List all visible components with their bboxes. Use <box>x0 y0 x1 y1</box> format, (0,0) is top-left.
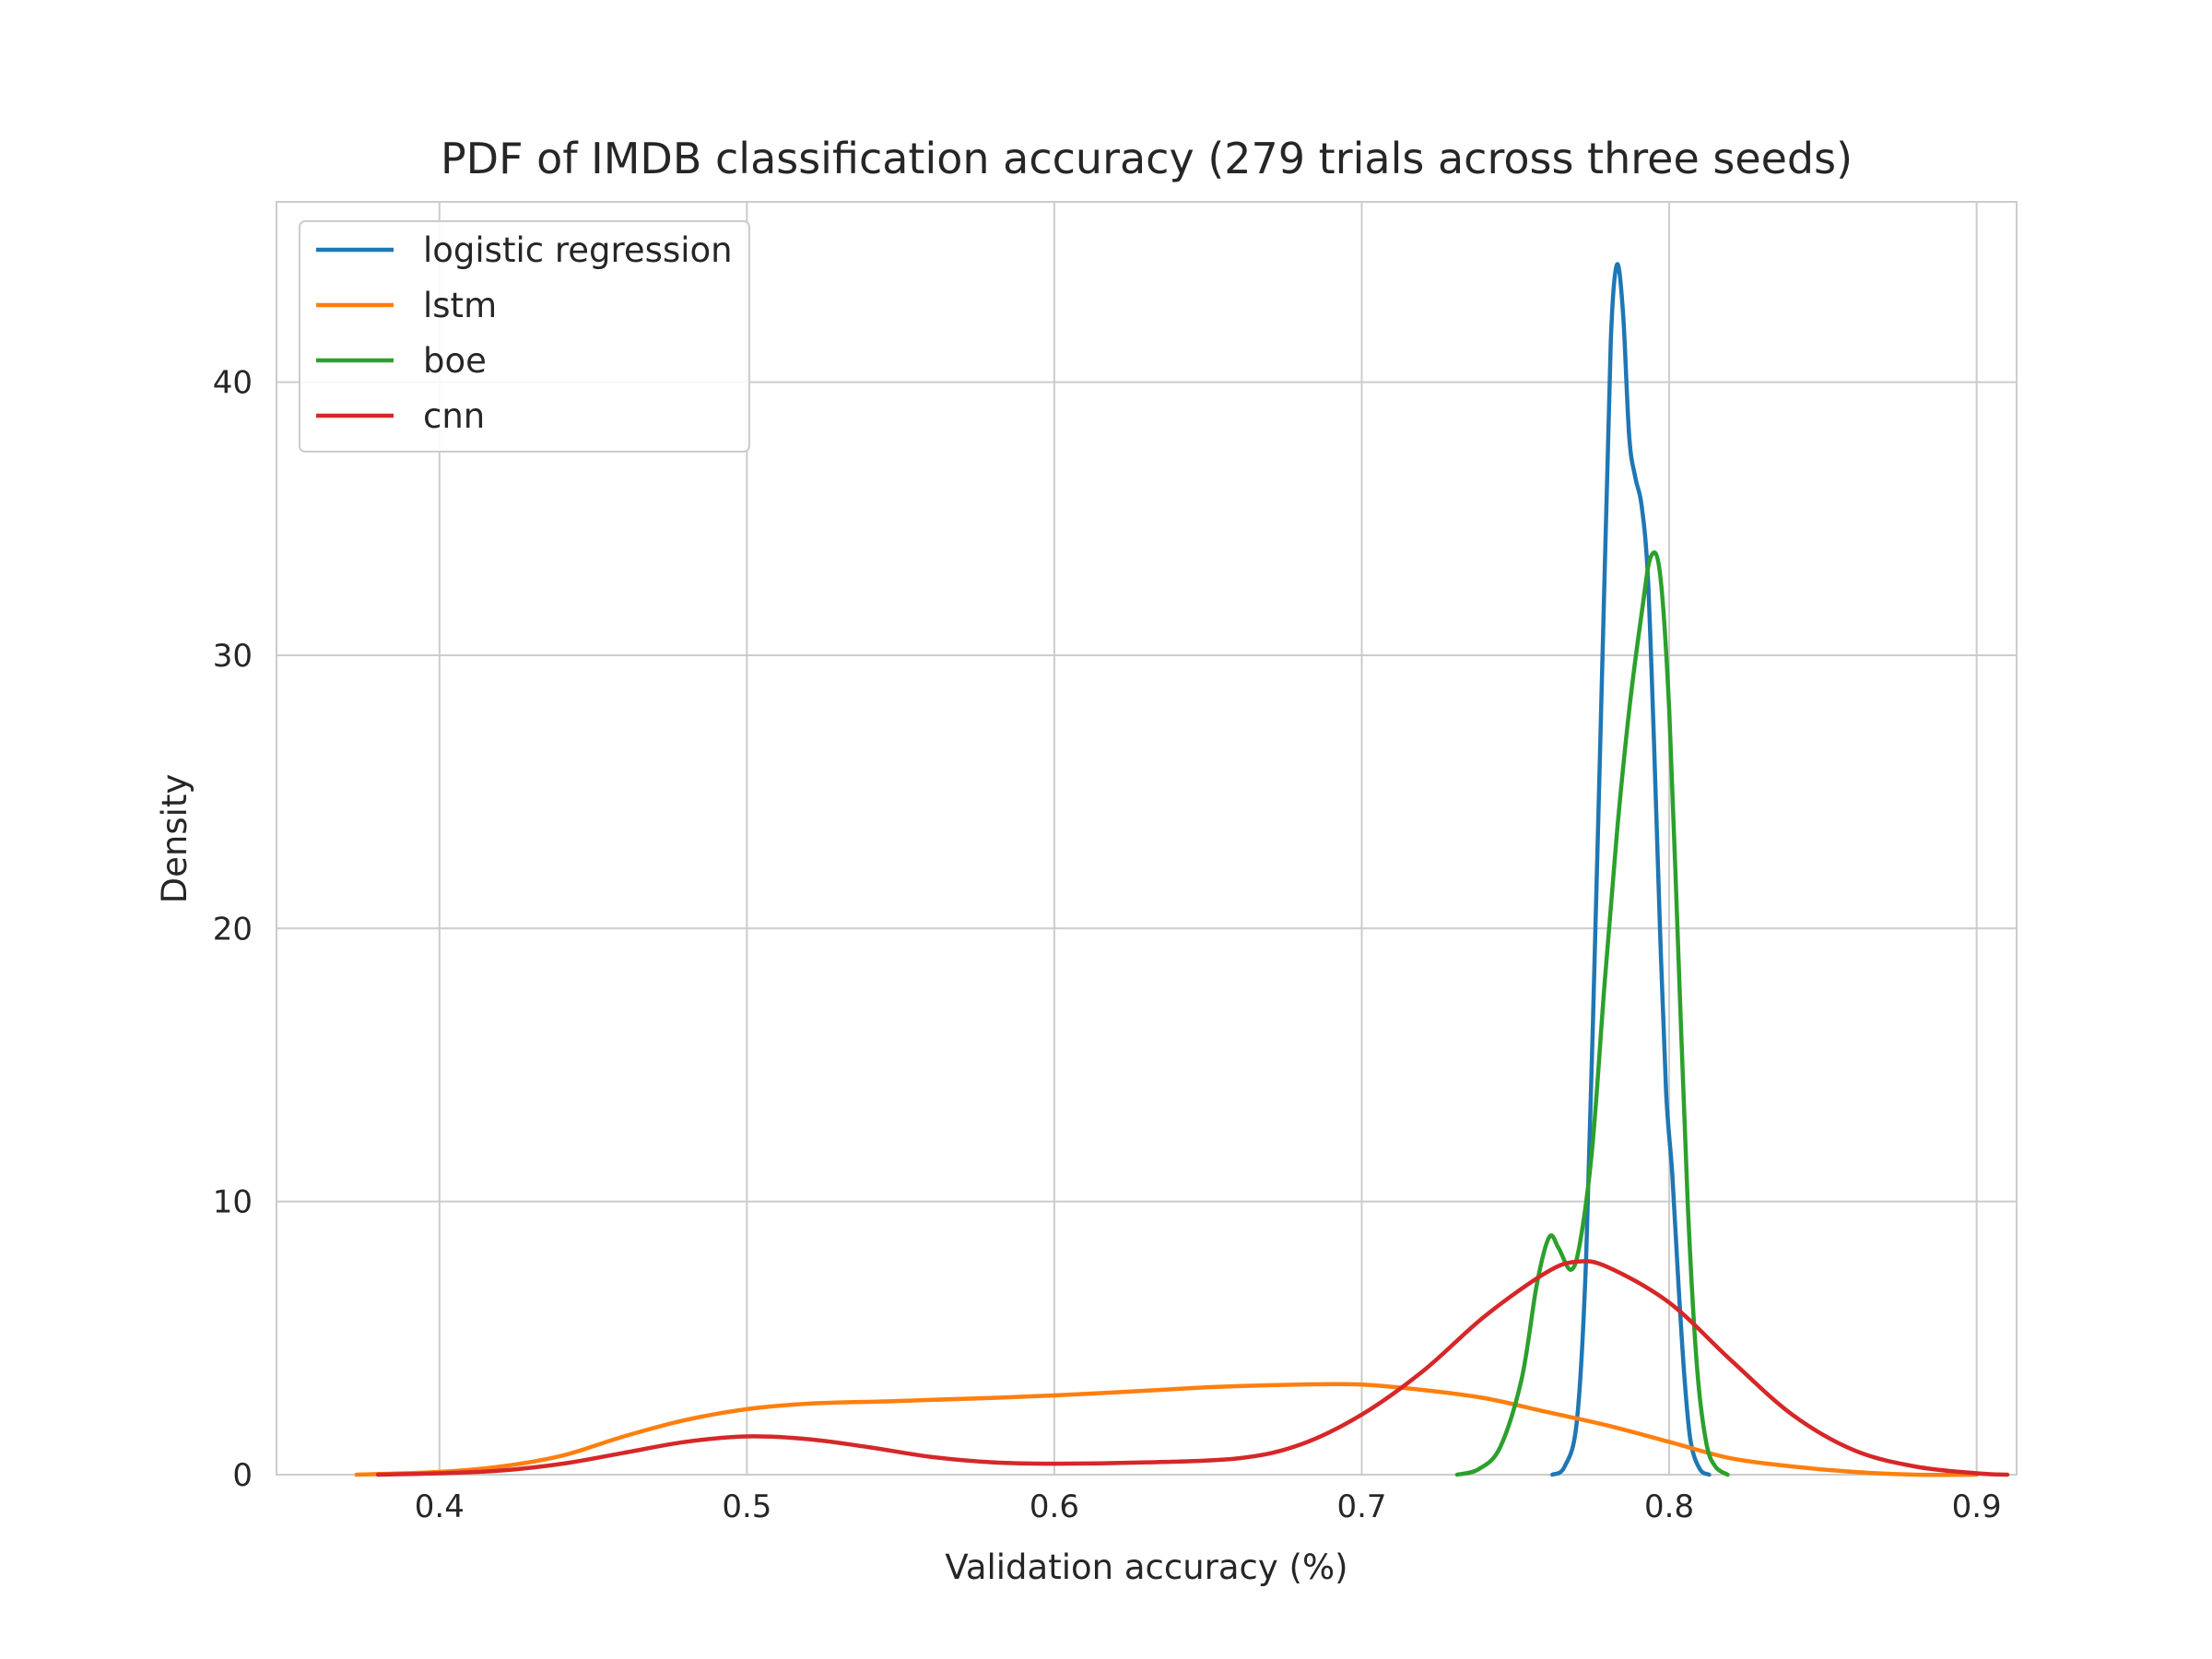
series-line-cnn <box>375 1259 2010 1477</box>
tick-layer: 0.4 0.5 0.6 0.7 0.8 0.9 0 10 20 30 40 <box>213 365 2002 1525</box>
x-tick-label: 0.5 <box>722 1488 771 1525</box>
legend-label-logistic-regression: logistic regression <box>423 230 733 270</box>
legend: logistic regression lstm boe cnn <box>299 220 750 453</box>
y-tick-label: 0 <box>232 1457 253 1494</box>
legend-items: logistic regression lstm boe cnn <box>316 230 733 436</box>
y-tick-label: 30 <box>213 638 253 675</box>
plot-frame <box>276 201 2018 1476</box>
x-tick-label: 0.4 <box>415 1488 465 1525</box>
y-tick-label: 40 <box>213 365 253 402</box>
x-axis-label: Validation accuracy (%) <box>945 1547 1347 1587</box>
y-axis-label: Density <box>155 774 194 904</box>
x-tick-label: 0.7 <box>1336 1488 1386 1525</box>
series-layer <box>354 262 2010 1477</box>
legend-label-boe: boe <box>423 341 487 381</box>
y-tick-label: 20 <box>213 911 253 947</box>
y-tick-label: 10 <box>213 1184 253 1221</box>
x-tick-label: 0.8 <box>1644 1488 1694 1525</box>
series-line-lstm <box>354 1382 1979 1477</box>
x-tick-label: 0.9 <box>1952 1488 2002 1525</box>
series-line-logistic-regression <box>1550 262 1712 1477</box>
chart-title: PDF of IMDB classification accuracy (279… <box>441 134 1853 183</box>
legend-label-lstm: lstm <box>423 286 497 325</box>
legend-label-cnn: cnn <box>423 396 485 436</box>
x-tick-label: 0.6 <box>1030 1488 1079 1525</box>
legend-box <box>299 220 750 453</box>
